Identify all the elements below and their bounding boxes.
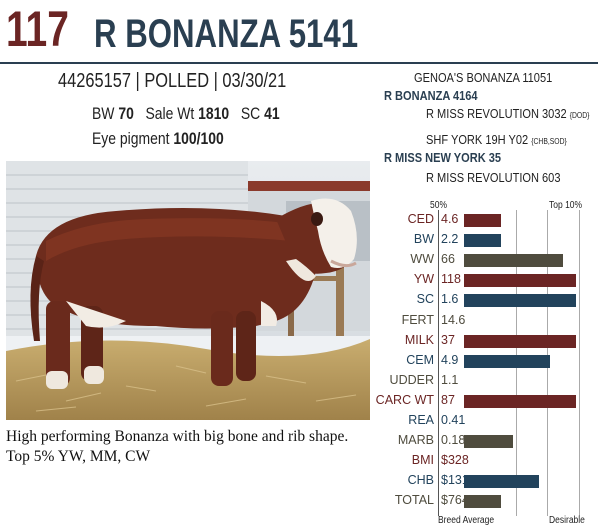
- epd-label: MILK: [404, 332, 434, 347]
- epd-guide-line: [438, 210, 439, 516]
- stats-line: BW 70 Sale Wt 1810 SC 41: [92, 104, 280, 124]
- epd-label: MARB: [397, 433, 434, 448]
- eye-pigment-label: Eye pigment: [92, 129, 170, 148]
- epd-label: BW: [413, 232, 434, 247]
- bw-value: 70: [118, 104, 134, 123]
- epd-chart: CED 4.6 BW 2.2 WW 66 YW 118 SC 1.6 FERT 14.6 MILK 37 C…: [376, 210, 594, 516]
- epd-value: 14.6: [441, 312, 466, 327]
- epd-bar: [464, 254, 563, 268]
- epd-bar: [464, 435, 514, 449]
- epd-label: BMI: [411, 453, 434, 468]
- epd-value: 0.41: [441, 413, 466, 427]
- pedigree-sire-dam-name: R MISS REVOLUTION 3032: [426, 106, 567, 121]
- epd-value: 118: [441, 272, 461, 287]
- epd-bar: [464, 334, 576, 348]
- epd-label: YW: [413, 272, 434, 287]
- epd-label: WW: [410, 252, 434, 267]
- epd-row-udder: UDDER 1.1: [376, 371, 594, 391]
- epd-label: CEM: [406, 352, 434, 367]
- lot-comment: High performing Bonanza with big bone an…: [6, 428, 349, 465]
- epd-bar: [464, 495, 501, 509]
- epd-value: 66: [441, 252, 455, 267]
- pedigree-dam: R MISS NEW YORK 35: [384, 150, 502, 165]
- epd-row-fert: FERT 14.6: [376, 311, 594, 331]
- epd-scale-top-right: Top 10%: [549, 200, 583, 211]
- epd-label: UDDER: [389, 372, 434, 387]
- epd-value: 1.1: [441, 372, 459, 387]
- epd-bar: [464, 274, 576, 288]
- eye-pigment-line: Eye pigment 100/100: [92, 129, 224, 149]
- epd-row-cem: CEM 4.9: [376, 351, 594, 371]
- epd-guide-line: [579, 210, 580, 516]
- header-divider: [0, 62, 598, 64]
- epd-row-ww: WW 66: [376, 250, 594, 270]
- epd-row-bmi: BMI $328: [376, 451, 594, 471]
- epd-value: $764: [441, 493, 469, 508]
- epd-label: CED: [407, 212, 434, 226]
- epd-value: 2.2: [441, 232, 459, 247]
- bull-photo-illustration: [6, 161, 370, 420]
- epd-row-carc-wt: CARC WT 87: [376, 391, 594, 411]
- bull-photo: [6, 161, 370, 420]
- epd-row-bw: BW 2.2: [376, 230, 594, 250]
- animal-name: R BONANZA 5141: [94, 12, 359, 56]
- epd-label: CHB: [407, 473, 434, 488]
- epd-row-total: TOTAL $764: [376, 491, 594, 511]
- bw-label: BW: [92, 104, 115, 123]
- epd-label: TOTAL: [394, 493, 434, 508]
- epd-label: FERT: [401, 312, 434, 327]
- sc-value: 41: [264, 104, 280, 123]
- epd-value: $131: [441, 473, 469, 488]
- pedigree-sire-sire: GENOA'S BONANZA 11051: [414, 70, 553, 85]
- epd-bar: [464, 475, 539, 489]
- epd-row-sc: SC 1.6: [376, 290, 594, 310]
- epd-value: 37: [441, 332, 455, 347]
- pedigree-dam-dam: R MISS REVOLUTION 603: [426, 170, 561, 185]
- epd-label: CARC WT: [375, 392, 434, 407]
- pedigree-sire-dam-tag: {DOD}: [569, 111, 590, 120]
- epd-bar: [464, 234, 501, 248]
- epd-scale-top-left: 50%: [430, 200, 448, 211]
- sale-wt-label: Sale Wt: [145, 104, 195, 123]
- epd-value: 1.6: [441, 292, 459, 307]
- epd-value: 4.6: [441, 212, 459, 226]
- eye-pigment-value: 100/100: [173, 129, 224, 148]
- epd-row-milk: MILK 37: [376, 331, 594, 351]
- epd-label: SC: [416, 292, 434, 307]
- pedigree-dam-sire-tag: {CHB,SOD}: [531, 137, 567, 146]
- epd-bar: [464, 294, 576, 308]
- epd-row-marb: MARB 0.18: [376, 431, 594, 451]
- sc-label: SC: [240, 104, 261, 123]
- epd-value: 0.18: [441, 433, 466, 448]
- epd-bar: [464, 214, 501, 227]
- epd-row-rea: REA 0.41: [376, 411, 594, 431]
- pedigree-sire-dam: R MISS REVOLUTION 3032 {DOD}: [426, 106, 589, 121]
- epd-scale-bottom-right: Desirable: [549, 515, 585, 526]
- epd-row-ced: CED 4.6: [376, 210, 594, 230]
- lot-number: 117: [6, 1, 69, 57]
- epd-label: REA: [408, 413, 434, 427]
- pedigree-dam-sire: SHF YORK 19H Y02 {CHB,SOD}: [426, 132, 567, 147]
- epd-bar: [464, 354, 551, 368]
- pedigree-sire: R BONANZA 4164: [384, 88, 478, 103]
- epd-bar: [464, 394, 576, 408]
- sale-wt-value: 1810: [198, 104, 230, 123]
- registration-line: 44265157 | POLLED | 03/30/21: [58, 70, 287, 92]
- pedigree-dam-sire-name: SHF YORK 19H Y02: [426, 132, 529, 147]
- epd-scale-bottom-left: Breed Average: [438, 515, 495, 526]
- epd-row-chb: CHB $131: [376, 471, 594, 491]
- epd-value: 87: [441, 392, 455, 407]
- epd-row-yw: YW 118: [376, 270, 594, 290]
- epd-value: 4.9: [441, 352, 459, 367]
- epd-value: $328: [441, 453, 469, 468]
